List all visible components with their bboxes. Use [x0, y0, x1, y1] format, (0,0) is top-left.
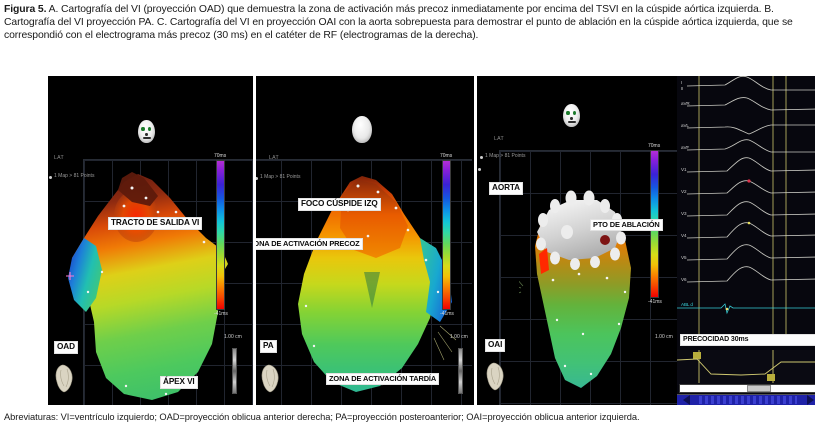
annotation-precocidad: PRECOCIDAD 30ms [680, 334, 815, 346]
annotation-zona-de-activacion-precoz: ZONA DE ACTIVACIÓN PRECOZ [256, 238, 363, 251]
compass-mouth [142, 137, 151, 139]
lat-map-label-b: LAT [269, 155, 280, 161]
ecg-catheter-strip [677, 350, 815, 385]
colorbar-a-max-label: 70ms [214, 153, 227, 159]
panel-divider-1 [253, 76, 256, 405]
colorbar-b-min-label: -41ms [440, 311, 454, 317]
panel-a-projection-label: OAD [54, 341, 78, 355]
ecg-lead-label-9: V5 [681, 255, 687, 260]
ecg-lead-label-7: V3 [681, 211, 687, 216]
figure-image-strip: LAT 1 Map > 81 Points [48, 76, 815, 405]
points-count-label-a: 1 Map > 81 Points [54, 173, 95, 179]
colorbar-b-gradient [442, 160, 451, 310]
ecg-waveforms [677, 76, 815, 346]
ecg-lead-label-3: aVL [681, 123, 689, 128]
points-count-label-c: 1 Map > 81 Points [485, 153, 526, 159]
lat-map-label-a: LAT [54, 155, 65, 161]
panel-c-projection-label: OAI [485, 339, 506, 353]
panel-divider-2 [474, 76, 477, 405]
compass-mouth-c [567, 121, 576, 123]
annotation-aorta: AORTA [489, 182, 523, 196]
annotation-pto-de-ablacion: PTO DE ABLACIÓN [590, 219, 663, 232]
orientation-compass-icon-c [563, 104, 580, 127]
scale-label-b: 1.00 cm [450, 334, 468, 340]
figure-caption-text: A. Cartografía del VI (proyección OAD) q… [4, 4, 793, 42]
heart-orientation-icon-b [261, 364, 279, 393]
ecg-lead-label-1: II [681, 86, 684, 91]
colorbar-a-gradient [216, 160, 225, 310]
compass-nose [145, 132, 148, 137]
scale-label-c: 1.00 cm [655, 334, 673, 340]
timeline-scrollbar-thumb[interactable] [747, 385, 771, 392]
ecg-catheter-lead-label: ABL d [681, 302, 693, 307]
colorbar-b: 70ms -41ms [440, 153, 454, 317]
heart-orientation-icon-a [55, 364, 73, 393]
annotation-foco-cuspide-izq: FOCO CÚSPIDE IZQ [298, 198, 381, 212]
panel-ecg-recording: I II aVR aVL aVF V1 V2 V3 V4 V5 V6 ABL d… [677, 76, 815, 405]
nav-previous-arrow-icon[interactable] [683, 395, 690, 405]
panel-a-oad: LAT 1 Map > 81 Points [48, 76, 253, 405]
lv-activation-map-c [519, 190, 631, 388]
annotation-apex-vi: ÁPEX VI [160, 376, 198, 390]
ecg-lead-label-5: V1 [681, 167, 687, 172]
annotation-tracto-de-salida-vi: TRACTO DE SALIDA VI [108, 217, 203, 231]
figure-caption: Figura 5. A. Cartografía del VI (proyecc… [4, 3, 811, 42]
lat-map-label-c: LAT [494, 136, 505, 142]
scale-label-a: 1.00 cm [224, 334, 242, 340]
panel-b-projection-label: PA [260, 340, 277, 354]
colorbar-b-max-label: 70ms [440, 153, 453, 159]
ecg-lead-label-0: I [681, 80, 683, 85]
panel-c-oai: LAT 1 Map > 81 Points [477, 76, 677, 405]
orientation-compass-icon-b [352, 116, 372, 143]
compass-nose-c [570, 116, 573, 121]
points-bullet-b [256, 177, 258, 180]
points-count-label-b: 1 Map > 81 Points [260, 174, 301, 180]
points-bullet-c2 [478, 168, 481, 171]
ecg-lead-label-4: aVF [681, 145, 690, 150]
ecg-lead-label-8: V4 [681, 233, 687, 238]
compass-eye-right-c [572, 110, 576, 115]
orientation-compass-icon-a [138, 120, 155, 143]
compass-eye-left-c [566, 110, 570, 115]
compass-eye-left [141, 126, 145, 131]
ecg-lead-label-2: aVR [681, 101, 690, 106]
nav-next-arrow-icon[interactable] [807, 395, 814, 405]
colorbar-c-min-label: -41ms [648, 299, 662, 305]
scale-ruler-b [458, 348, 463, 394]
scale-ruler-a [232, 348, 237, 394]
playback-progress-ticks[interactable] [699, 396, 797, 404]
colorbar-c-max-label: 70ms [648, 143, 661, 149]
points-bullet-a [49, 176, 52, 179]
points-bullet-c [480, 156, 483, 159]
colorbar-a: 70ms -41ms [214, 153, 228, 317]
heart-orientation-icon-c [486, 362, 504, 391]
ecg-lead-label-6: V2 [681, 189, 687, 194]
ecg-trace-area: I II aVR aVL aVF V1 V2 V3 V4 V5 V6 ABL d… [677, 76, 815, 405]
figure-number: Figura 5. [4, 4, 47, 15]
colorbar-a-min-label: -41ms [214, 311, 228, 317]
abbreviations-line: Abreviaturas: VI=ventrículo izquierdo; O… [4, 412, 640, 422]
ecg-lead-label-10: V6 [681, 277, 687, 282]
panel-b-pa: LAT 1 Map > 81 Points [256, 76, 474, 405]
compass-eye-right [147, 126, 151, 131]
annotation-zona-de-activacion-tardia: ZONA DE ACTIVACIÓN TARDÍA [326, 373, 440, 386]
